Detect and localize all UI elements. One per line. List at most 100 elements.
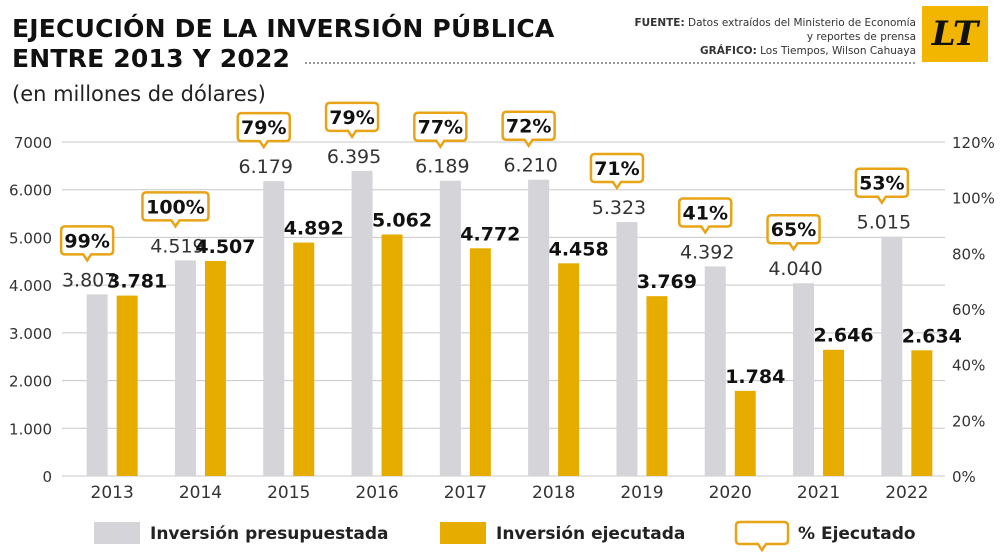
budgeted-value-label: 4.040: [768, 258, 822, 280]
y2-tick-label: 80%: [952, 245, 985, 263]
x-tick-label: 2013: [91, 483, 134, 503]
y2-tick-label: 40%: [952, 357, 985, 375]
percent-label: 41%: [683, 202, 728, 224]
newspaper-logo: LT: [922, 6, 988, 62]
executed-bar: [293, 242, 315, 476]
budgeted-value-label: 5.323: [592, 197, 646, 219]
percent-label: 77%: [418, 117, 463, 139]
legend-swatch-percent: [734, 520, 790, 553]
budgeted-bar: [528, 179, 550, 477]
legend-label-percent: % Ejecutado: [798, 524, 916, 544]
y2-tick-label: 20%: [952, 412, 985, 430]
percent-badge: [413, 111, 468, 149]
executed-bar: [558, 263, 580, 476]
budgeted-value-label: 4.519: [150, 235, 204, 257]
budgeted-bar: [351, 170, 373, 477]
x-tick-label: 2022: [885, 483, 928, 503]
executed-bar: [911, 350, 933, 476]
header-divider: [305, 62, 915, 64]
percent-badge: [324, 101, 380, 140]
title-line-1: EJECUCIÓN DE LA INVERSIÓN PÚBLICA: [12, 14, 555, 43]
executed-value-label: 5.062: [372, 209, 432, 231]
budgeted-bar: [704, 266, 726, 476]
x-tick-label: 2018: [532, 483, 575, 503]
budgeted-bar: [439, 180, 461, 476]
percent-badge: [678, 197, 733, 235]
executed-value-label: 1.784: [725, 366, 785, 388]
executed-bar: [734, 390, 756, 476]
percent-label: 71%: [594, 158, 639, 180]
y-tick-label: 6.000: [9, 182, 52, 200]
budgeted-bar: [616, 222, 638, 476]
chart-title: EJECUCIÓN DE LA INVERSIÓN PÚBLICA ENTRE …: [12, 14, 554, 74]
legend-swatch-executed: [440, 522, 486, 544]
percent-badge: [589, 152, 645, 191]
budgeted-value-label: 3.807: [62, 269, 116, 291]
executed-bar: [823, 349, 845, 476]
source-text-2: y reportes de prensa: [806, 31, 916, 43]
chart-subtitle: (en millones de dólares): [12, 82, 266, 106]
executed-bar: [646, 296, 668, 476]
y2-tick-label: 0%: [952, 468, 976, 486]
source-text-1: Datos extraídos del Ministerio de Econom…: [688, 17, 916, 29]
budgeted-value-label: 6.210: [503, 155, 557, 177]
budgeted-bar: [881, 236, 903, 476]
percent-label: 99%: [64, 230, 109, 252]
budgeted-value-label: 6.395: [327, 146, 381, 168]
percent-label: 53%: [859, 173, 904, 195]
y-tick-label: 4.000: [9, 277, 52, 295]
percent-badge: [501, 110, 556, 148]
y-tick-label: 2.000: [9, 373, 52, 391]
y2-tick-label: 120%: [952, 134, 995, 152]
budgeted-value-label: 4.392: [680, 241, 734, 263]
percent-badge: [766, 213, 821, 252]
percent-label: 100%: [146, 196, 205, 218]
budgeted-bar: [263, 181, 285, 476]
percent-badge: [236, 111, 291, 150]
y-tick-label: 3.000: [9, 325, 52, 343]
legend-label-executed: Inversión ejecutada: [496, 524, 685, 544]
executed-bar: [204, 260, 226, 476]
executed-value-label: 4.772: [460, 223, 520, 245]
y-tick-label: 0: [42, 468, 52, 486]
x-tick-label: 2015: [267, 483, 310, 503]
executed-value-label: 3.769: [637, 271, 697, 293]
legend-swatch-budgeted: [94, 522, 140, 544]
budgeted-bar: [793, 283, 815, 476]
x-tick-label: 2020: [709, 483, 752, 503]
executed-bar: [381, 234, 403, 476]
budgeted-bar: [174, 260, 196, 476]
graphic-text: Los Tiempos, Wilson Cahuaya: [760, 45, 916, 57]
executed-bar: [116, 295, 138, 476]
percent-label: 79%: [329, 107, 374, 129]
budgeted-value-label: 6.179: [239, 156, 293, 178]
y-tick-label: 5.000: [9, 229, 52, 247]
x-tick-label: 2016: [355, 483, 398, 503]
executed-value-label: 4.458: [549, 238, 609, 260]
executed-value-label: 2.634: [902, 325, 962, 347]
percent-label: 65%: [771, 219, 816, 241]
y2-tick-label: 100%: [952, 190, 995, 208]
y-tick-label: 1.000: [9, 420, 52, 438]
percent-badge: [141, 191, 210, 229]
logo-text: LT: [931, 14, 979, 54]
executed-bar: [469, 248, 491, 476]
title-line-2: ENTRE 2013 Y 2022: [12, 44, 291, 73]
y2-tick-label: 60%: [952, 301, 985, 319]
executed-value-label: 2.646: [813, 325, 873, 347]
percent-label: 79%: [241, 117, 286, 139]
x-tick-label: 2021: [797, 483, 840, 503]
executed-value-label: 4.892: [284, 218, 344, 240]
executed-value-label: 3.781: [107, 271, 167, 293]
x-tick-label: 2019: [620, 483, 663, 503]
source-label: FUENTE:: [634, 17, 685, 29]
percent-label: 72%: [506, 116, 551, 138]
y-tick-label: 7000: [14, 134, 52, 152]
credits: FUENTE: Datos extraídos del Ministerio d…: [634, 16, 916, 58]
percent-badge: [59, 225, 115, 263]
budgeted-bar: [86, 294, 108, 476]
budgeted-value-label: 5.015: [857, 212, 911, 234]
graphic-label: GRÁFICO:: [700, 45, 757, 57]
budgeted-value-label: 6.189: [415, 156, 469, 178]
